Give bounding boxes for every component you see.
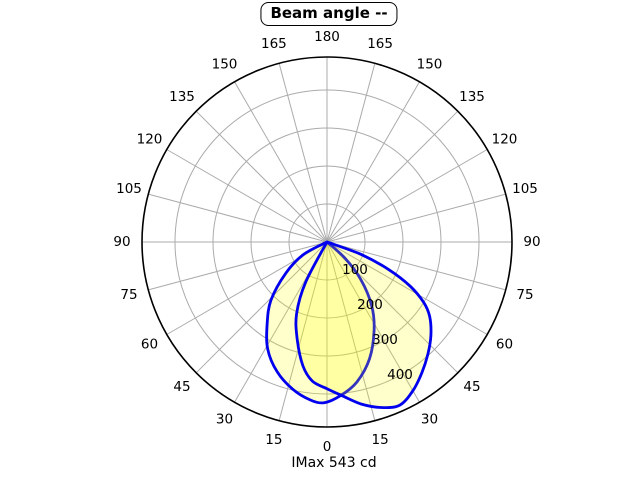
polar-grid (141, 56, 513, 428)
angle-tick-label: 165 (367, 36, 393, 52)
radial-tick-label: 100 (342, 262, 368, 278)
radial-tick-label: 300 (372, 332, 398, 348)
angle-tick-label: 135 (459, 89, 485, 105)
grid-spoke (326, 241, 488, 335)
angle-tick-label: 45 (463, 379, 480, 395)
angle-tick-label: 30 (421, 412, 438, 428)
angle-tick-label: 30 (216, 412, 233, 428)
angle-tick-label: 120 (137, 132, 163, 148)
angle-tick-label: 15 (372, 432, 389, 448)
grid-spoke (326, 149, 488, 243)
grid-spoke (148, 193, 328, 243)
angle-tick-label: 45 (173, 379, 190, 395)
grid-spoke (195, 110, 328, 243)
angle-tick-label: 60 (141, 337, 158, 353)
grid-spoke (326, 63, 376, 243)
radial-tick-label: 400 (387, 367, 413, 383)
beam-lobe-vertical (265, 240, 376, 405)
angle-tick-label: 135 (169, 89, 195, 105)
grid-spoke (326, 241, 376, 421)
angle-tick-label: 150 (212, 57, 238, 73)
imax-label: IMax 543 cd (291, 455, 377, 471)
grid-spoke (195, 241, 328, 374)
angle-tick-label: 0 (323, 439, 332, 455)
grid-spoke (148, 241, 328, 291)
grid-spoke (326, 193, 506, 243)
grid-spoke (326, 81, 420, 243)
angle-tick-label: 90 (113, 234, 130, 250)
grid-spoke (166, 149, 328, 243)
grid-spoke (326, 241, 506, 291)
angle-tick-label: 60 (496, 337, 513, 353)
angle-tick-label: 150 (417, 57, 443, 73)
angle-tick-label: 165 (261, 36, 287, 52)
angle-tick-label: 90 (523, 234, 540, 250)
grid-spoke (326, 110, 459, 243)
angle-tick-label: 15 (265, 432, 282, 448)
angle-tick-label: 75 (120, 287, 137, 303)
beam-curves (265, 240, 433, 410)
outer-circle (141, 56, 513, 428)
beam-lobe-tilted-right (294, 240, 433, 410)
radial-tick-label: 200 (357, 297, 383, 313)
angle-tick-label: 120 (492, 132, 518, 148)
grid-spoke (234, 81, 328, 243)
angle-tick-label: 105 (116, 181, 142, 197)
angle-tick-label: 180 (314, 29, 340, 45)
angle-tick-label: 105 (512, 181, 538, 197)
chart-title: Beam angle -- (260, 2, 398, 26)
angle-tick-label: 75 (516, 287, 533, 303)
axis-labels: 0 15 15 30 30 45 45 60 60 75 75 90 90 105 105 120 120 135… (113, 29, 540, 455)
grid-spoke (278, 241, 328, 421)
grid-spoke (278, 63, 328, 243)
